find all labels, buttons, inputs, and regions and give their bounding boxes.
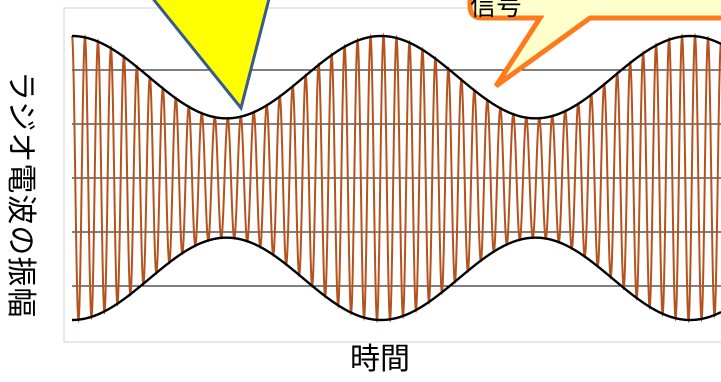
lower-envelope — [72, 236, 721, 322]
callout-right-bubble — [467, 0, 721, 89]
y-axis-label: ラジオ電波の振幅 — [3, 71, 38, 319]
x-axis-label: 時間 — [350, 342, 410, 377]
callout-left-pointer — [152, 0, 271, 112]
callout-right-text: 信号 — [470, 0, 523, 22]
upper-envelope — [72, 34, 721, 120]
gridlines — [72, 69, 721, 287]
